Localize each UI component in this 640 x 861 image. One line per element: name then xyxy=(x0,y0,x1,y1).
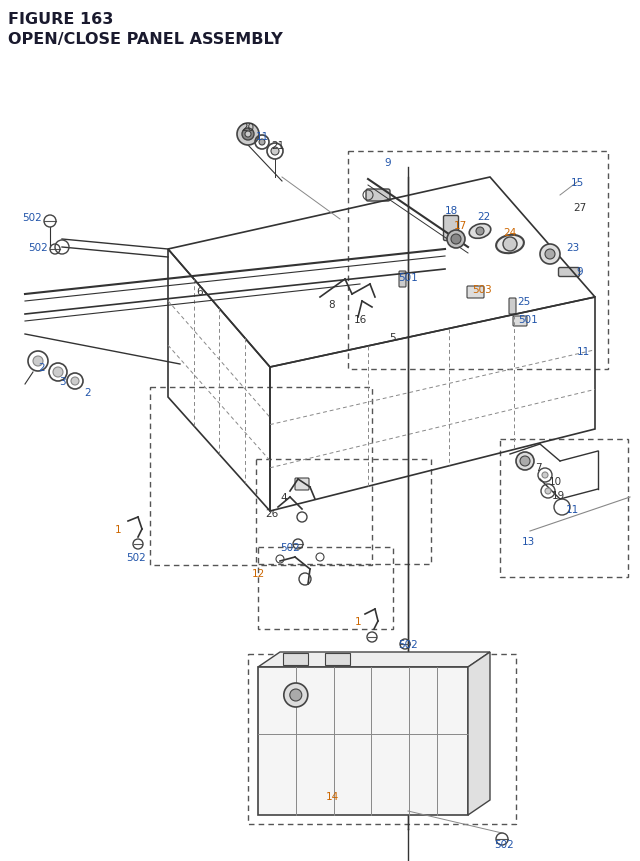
Text: 1: 1 xyxy=(115,524,122,535)
Circle shape xyxy=(545,250,555,260)
Text: 14: 14 xyxy=(325,791,339,801)
Text: 4: 4 xyxy=(281,492,287,503)
Circle shape xyxy=(237,124,259,146)
Circle shape xyxy=(271,148,279,156)
Bar xyxy=(258,548,393,629)
Circle shape xyxy=(245,132,251,138)
Circle shape xyxy=(259,139,265,146)
Text: 13: 13 xyxy=(522,536,534,547)
Text: 1: 1 xyxy=(355,616,362,626)
FancyBboxPatch shape xyxy=(559,268,579,277)
Text: 27: 27 xyxy=(573,202,587,213)
Text: 26: 26 xyxy=(266,508,278,518)
Text: 502: 502 xyxy=(22,213,42,223)
Circle shape xyxy=(545,488,551,494)
Text: 21: 21 xyxy=(271,141,285,151)
FancyBboxPatch shape xyxy=(444,216,458,241)
Text: 23: 23 xyxy=(566,243,580,253)
Text: 20: 20 xyxy=(241,123,255,133)
Text: 2: 2 xyxy=(38,362,45,373)
Circle shape xyxy=(542,473,548,479)
Text: 19: 19 xyxy=(552,491,564,500)
Text: 9: 9 xyxy=(385,158,391,168)
Circle shape xyxy=(540,245,560,264)
Text: OPEN/CLOSE PANEL ASSEMBLY: OPEN/CLOSE PANEL ASSEMBLY xyxy=(8,32,283,47)
Text: 502: 502 xyxy=(126,553,146,562)
Text: 22: 22 xyxy=(477,212,491,222)
Text: 502: 502 xyxy=(28,243,48,253)
Circle shape xyxy=(516,453,534,470)
FancyBboxPatch shape xyxy=(467,287,484,299)
Text: 3: 3 xyxy=(59,376,65,387)
Text: 11: 11 xyxy=(577,347,589,356)
Text: 9: 9 xyxy=(577,267,583,276)
FancyBboxPatch shape xyxy=(509,299,516,314)
Text: 502: 502 xyxy=(398,639,418,649)
Text: 12: 12 xyxy=(252,568,264,579)
Bar xyxy=(325,653,351,666)
Circle shape xyxy=(520,456,530,467)
Circle shape xyxy=(53,368,63,378)
Text: 15: 15 xyxy=(570,177,584,188)
Text: 24: 24 xyxy=(504,228,516,238)
Text: FIGURE 163: FIGURE 163 xyxy=(8,12,113,27)
Text: 11: 11 xyxy=(565,505,579,514)
Text: 503: 503 xyxy=(472,285,492,294)
Circle shape xyxy=(71,378,79,386)
Circle shape xyxy=(503,238,517,251)
Text: 6: 6 xyxy=(196,287,204,297)
Polygon shape xyxy=(258,653,490,667)
Bar xyxy=(500,439,628,578)
Text: 502: 502 xyxy=(280,542,300,553)
Text: 16: 16 xyxy=(353,314,367,325)
Bar xyxy=(248,654,516,824)
FancyBboxPatch shape xyxy=(366,189,390,201)
Polygon shape xyxy=(468,653,490,815)
FancyBboxPatch shape xyxy=(399,272,406,288)
Bar xyxy=(256,460,431,564)
Text: 18: 18 xyxy=(444,206,458,216)
Circle shape xyxy=(33,356,43,367)
Circle shape xyxy=(242,129,254,141)
Circle shape xyxy=(447,231,465,249)
Circle shape xyxy=(284,684,308,707)
Bar xyxy=(348,152,608,369)
Text: 8: 8 xyxy=(329,300,335,310)
Bar xyxy=(150,387,372,566)
Text: 17: 17 xyxy=(453,220,467,231)
Ellipse shape xyxy=(496,236,524,254)
Text: 2: 2 xyxy=(84,387,92,398)
FancyBboxPatch shape xyxy=(295,479,309,491)
Circle shape xyxy=(290,689,302,701)
Ellipse shape xyxy=(469,225,491,239)
Text: 10: 10 xyxy=(548,476,561,486)
Circle shape xyxy=(476,228,484,236)
Text: 25: 25 xyxy=(517,297,531,307)
Text: 5: 5 xyxy=(388,332,396,343)
Text: 501: 501 xyxy=(398,273,418,282)
Text: 7: 7 xyxy=(534,462,541,473)
Text: 502: 502 xyxy=(494,839,514,849)
Text: 11: 11 xyxy=(255,132,269,142)
Circle shape xyxy=(451,235,461,245)
Text: 501: 501 xyxy=(518,314,538,325)
Bar xyxy=(258,667,468,815)
Bar xyxy=(283,653,308,666)
FancyBboxPatch shape xyxy=(513,317,527,326)
